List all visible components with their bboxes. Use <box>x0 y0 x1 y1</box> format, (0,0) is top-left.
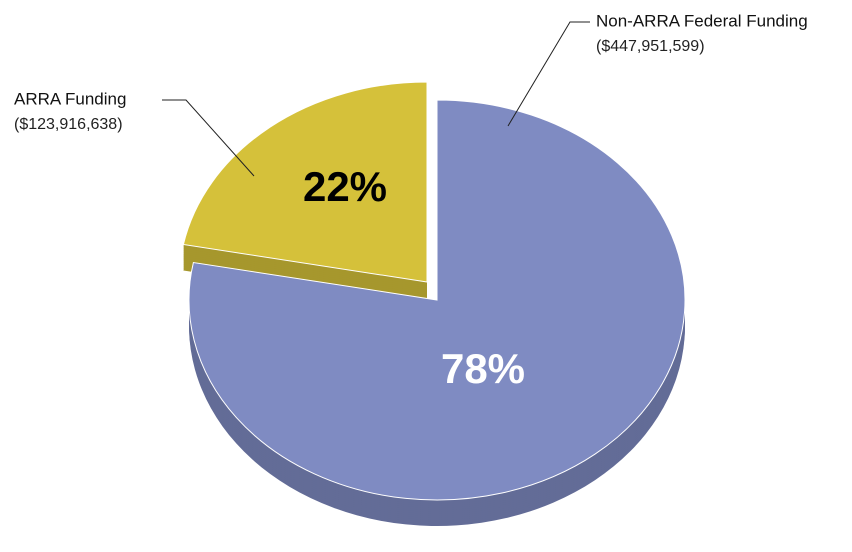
category-label: Non-ARRA Federal Funding <box>596 11 808 30</box>
pie <box>182 81 686 526</box>
amount-label: ($447,951,599) <box>596 38 705 55</box>
percent-label: 78% <box>441 345 525 392</box>
leader-line <box>507 21 590 127</box>
leader-line <box>162 99 255 177</box>
amount-label: ($123,916,638) <box>14 116 123 133</box>
slice <box>182 81 428 283</box>
category-label: ARRA Funding <box>14 89 126 108</box>
labels: Non-ARRA Federal Funding ($447,951,599) 78… <box>14 11 808 392</box>
slice <box>188 99 686 501</box>
percent-label: 22% <box>303 163 387 210</box>
